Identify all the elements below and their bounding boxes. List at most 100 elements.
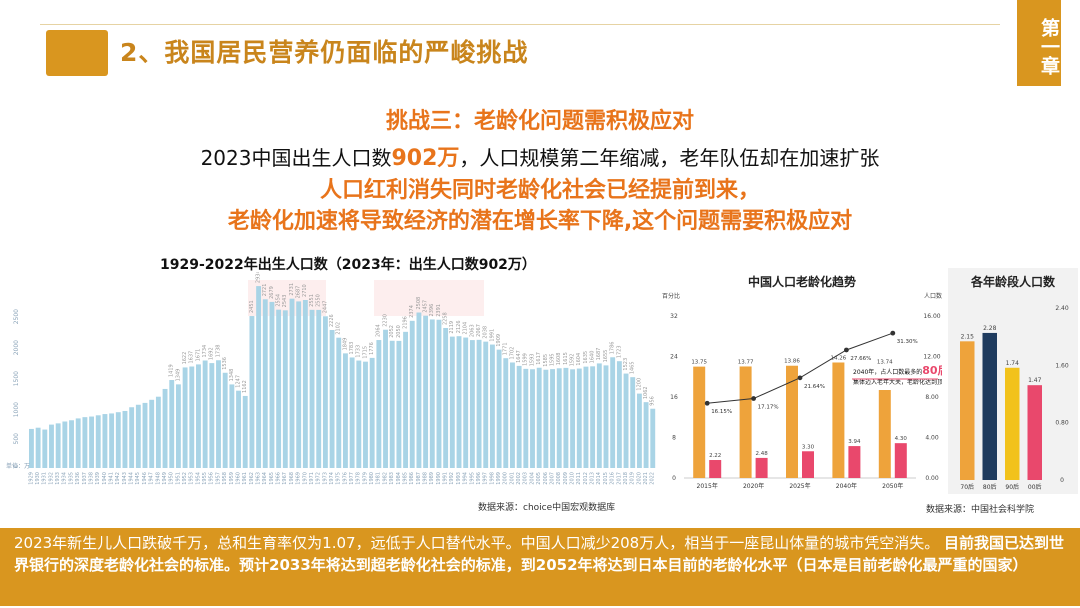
births-data-label: 1723 [616, 345, 622, 358]
births-bar [329, 329, 335, 468]
births-xtick-label: 2002 [516, 472, 522, 485]
births-bar [89, 416, 95, 468]
aging-right-axis-label: 人口数 [924, 292, 942, 300]
aging-annotation-highlight: 80后 [922, 363, 942, 377]
aging-right-tick: 4.00 [925, 435, 939, 442]
aging-ratio-point [704, 400, 710, 406]
aging-annotation-line1: 2040年，占人口数最多的80后 [853, 363, 942, 377]
births-xtick-label: 1965 [269, 472, 275, 485]
births-xtick-label: 1995 [469, 472, 475, 485]
births-data-label: 1655 [603, 350, 609, 363]
births-xtick-label: 1990 [436, 472, 442, 485]
births-data-label: 1771 [503, 342, 509, 355]
title-accent-block [46, 30, 108, 76]
births-bar [229, 384, 235, 468]
births-data-label: 2104 [463, 322, 469, 335]
births-xtick-label: 2005 [536, 472, 542, 485]
births-xtick-label: 1977 [349, 472, 355, 485]
births-bar [296, 301, 302, 468]
births-data-label: 1783 [349, 342, 355, 355]
births-bar [149, 399, 155, 468]
aging-elderly-bar [894, 443, 907, 478]
aging-right-tick: 12.00 [923, 354, 940, 361]
births-xtick-label: 1959 [229, 472, 235, 485]
aging-total-label: 13.77 [738, 359, 754, 365]
births-xtick-label: 1929 [28, 472, 34, 485]
births-bar [623, 373, 629, 468]
aging-chart-title: 中国人口老龄化趋势 [748, 274, 856, 289]
births-data-label: 1599 [523, 353, 529, 366]
births-xtick-label: 1942 [115, 472, 121, 485]
births-bar [29, 428, 34, 468]
births-xtick-label: 1943 [122, 472, 128, 485]
births-data-label: 1640 [590, 351, 596, 364]
births-xtick-label: 1986 [409, 472, 415, 485]
births-bar [75, 418, 81, 468]
aging-right-tick: 0.00 [925, 475, 939, 482]
aging-total-bar [832, 362, 845, 478]
births-bar [523, 368, 529, 468]
births-xtick-label: 1987 [416, 472, 422, 485]
births-bar [516, 365, 522, 468]
aging-left-tick: 8 [672, 435, 676, 442]
births-data-label: 2508 [416, 297, 422, 310]
births-bar [389, 340, 395, 468]
births-bar [409, 320, 415, 468]
aging-ratio-label: 16.15% [711, 409, 732, 415]
births-data-label: 2396 [429, 304, 435, 317]
births-bar [82, 417, 88, 468]
header-rule [40, 24, 1000, 25]
births-bar [563, 367, 569, 468]
births-xtick-label: 2001 [509, 472, 515, 485]
births-data-label: 1608 [556, 353, 562, 366]
births-bar [429, 319, 435, 468]
births-xtick-label: 1992 [449, 472, 455, 485]
births-ytick-label: 1000 [13, 402, 20, 417]
births-data-label: 2050 [396, 325, 402, 338]
births-xtick-label: 1970 [302, 472, 308, 485]
births-bar [576, 368, 582, 468]
births-data-label: 1595 [549, 353, 555, 366]
cohort-right-tick: 0.80 [1055, 420, 1069, 427]
aging-annotation-box [850, 364, 938, 390]
births-data-label: 1671 [195, 349, 201, 362]
births-bar [95, 415, 101, 468]
births-bar [269, 301, 275, 468]
births-bar [556, 368, 562, 468]
births-xtick-label: 2014 [596, 472, 602, 485]
births-data-label: 2554 [276, 294, 282, 307]
births-xtick-label: 1981 [376, 472, 382, 485]
births-data-label: 2102 [336, 322, 342, 335]
births-data-label: 2687 [296, 286, 302, 299]
aging-elderly-bar [755, 457, 768, 478]
births-bar [216, 360, 221, 468]
births-data-label: 2731 [289, 283, 295, 296]
births-data-label: 1692 [209, 347, 215, 360]
births-xtick-label: 2016 [610, 472, 616, 485]
births-bar [256, 286, 262, 468]
births-xtick-label: 1950 [169, 472, 175, 485]
births-data-label: 2447 [322, 301, 328, 314]
births-xtick-label: 2011 [576, 472, 582, 485]
births-chart-title: 1929-2022年出生人口数（2023年：出生人口数902万） [160, 257, 536, 273]
births-bar [476, 339, 482, 468]
births-xtick-label: 1966 [276, 472, 282, 485]
births-bar [129, 407, 135, 468]
births-bar [469, 340, 475, 468]
births-xtick-label: 1964 [262, 472, 268, 485]
births-xtick-label: 1954 [195, 472, 201, 485]
births-xtick-label: 1936 [75, 472, 81, 485]
births-data-label: 1593 [529, 353, 535, 366]
births-xtick-label: 1975 [336, 472, 342, 485]
births-bar [289, 298, 295, 468]
aging-total-bar [693, 366, 706, 478]
births-bar [175, 384, 181, 468]
aging-xtick-label: 2020年 [743, 482, 764, 490]
births-data-label: 2064 [376, 324, 382, 337]
births-xtick-label: 1931 [42, 472, 48, 485]
births-xtick-label: 1957 [215, 472, 221, 485]
births-bar [135, 404, 141, 468]
births-bar [162, 388, 168, 468]
births-data-label: 2721 [262, 284, 268, 297]
aging-ratio-point [890, 330, 896, 336]
